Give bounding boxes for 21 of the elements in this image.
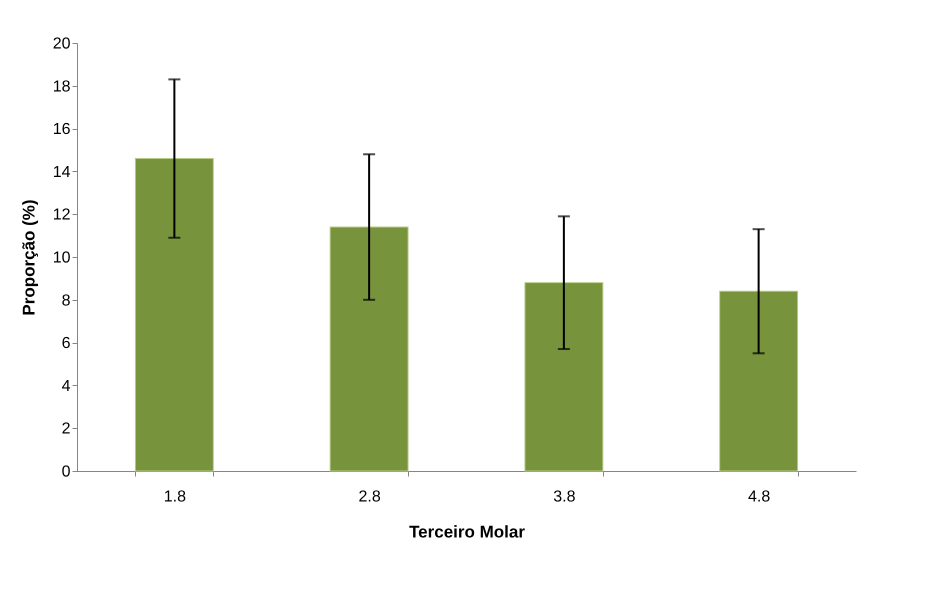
bar xyxy=(719,290,798,472)
bar xyxy=(330,226,409,472)
x-axis-title: Terceiro Molar xyxy=(409,522,526,542)
y-tick-label: 10 xyxy=(52,250,71,266)
y-tick-label: 14 xyxy=(52,164,71,181)
y-tick-label: 18 xyxy=(52,78,71,96)
y-tick-label: 2 xyxy=(62,420,71,438)
bar xyxy=(134,158,214,472)
x-tick-label: 1.8 xyxy=(164,488,186,506)
x-tick-label: 2.8 xyxy=(358,488,381,506)
y-tick-label: 8 xyxy=(62,292,71,310)
y-tick-label: 4 xyxy=(62,378,71,395)
x-tick-label: 3.8 xyxy=(553,488,576,506)
y-tick-label: 6 xyxy=(62,335,71,352)
bar xyxy=(524,282,604,472)
x-tick-label: 4.8 xyxy=(748,488,770,506)
y-axis-title: Proporção (%) xyxy=(20,199,39,316)
y-tick-label: 0 xyxy=(62,464,71,480)
y-tick-label: 20 xyxy=(52,36,71,52)
y-tick-label: 16 xyxy=(52,121,71,138)
y-tick-label: 12 xyxy=(52,206,71,224)
